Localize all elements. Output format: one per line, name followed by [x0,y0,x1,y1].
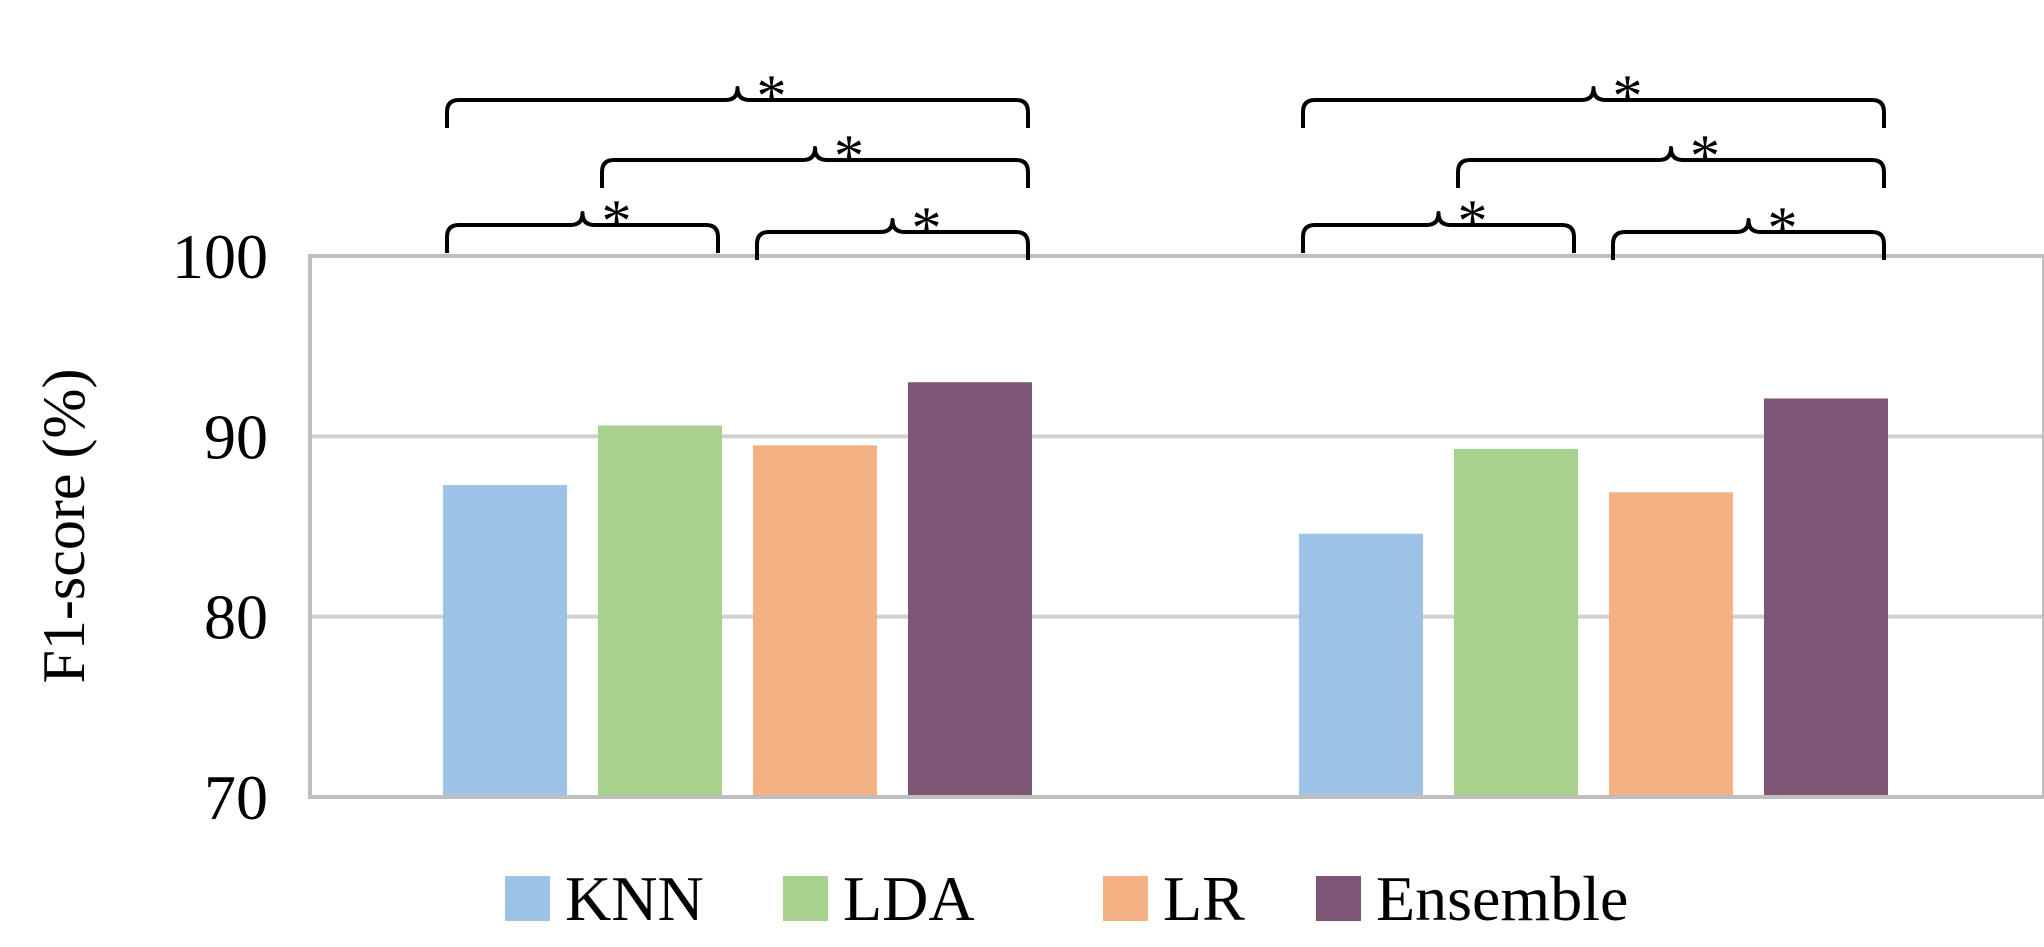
legend-label-lr: LR [1163,863,1245,934]
significance-bracket [1301,86,1886,128]
legend: KNN LDA LR Ensemble [505,863,1628,934]
significance-bracket [1456,146,1886,188]
bar-lr-group-1 [753,445,877,797]
y-axis-title: F1-score (%) [31,369,97,684]
y-tick-label: 70 [204,762,268,833]
significance-star: * [1690,123,1720,189]
y-tick-labels: 70 80 90 100 [172,221,268,833]
y-tick-label: 100 [172,221,268,292]
bar-knn-group-1 [443,485,567,797]
legend-swatch-lr [1103,876,1148,921]
significance-bracket [755,218,1030,260]
legend-label-knn: KNN [565,863,704,934]
significance-brackets: * * * * * * * * [445,63,1886,261]
significance-star: * [602,188,632,254]
legend-label-lda: LDA [843,863,975,934]
significance-star: * [1768,195,1798,261]
plot-frame [308,254,2044,799]
bar-knn-group-2 [1299,533,1423,797]
bar-lda-group-2 [1454,448,1578,797]
y-tick-label: 90 [204,401,268,472]
legend-swatch-lda [783,876,828,921]
significance-star: * [912,195,942,261]
legend-label-ensemble: Ensemble [1376,863,1628,934]
significance-bracket [1611,218,1886,260]
legend-swatch-knn [505,876,550,921]
bar-ensemble-group-1 [908,382,1032,797]
bar-layer [443,382,1888,797]
significance-bracket [1301,211,1576,253]
y-tick-label: 80 [204,582,268,653]
bar-lr-group-2 [1609,492,1733,797]
significance-star: * [834,123,864,189]
significance-star: * [757,63,787,129]
significance-bracket [445,86,1030,128]
bar-lda-group-1 [598,425,722,797]
significance-bracket [600,146,1030,188]
significance-star: * [1458,188,1488,254]
significance-star: * [1613,63,1643,129]
significance-bracket [445,211,720,253]
legend-swatch-ensemble [1316,876,1361,921]
bar-ensemble-group-2 [1764,398,1888,797]
